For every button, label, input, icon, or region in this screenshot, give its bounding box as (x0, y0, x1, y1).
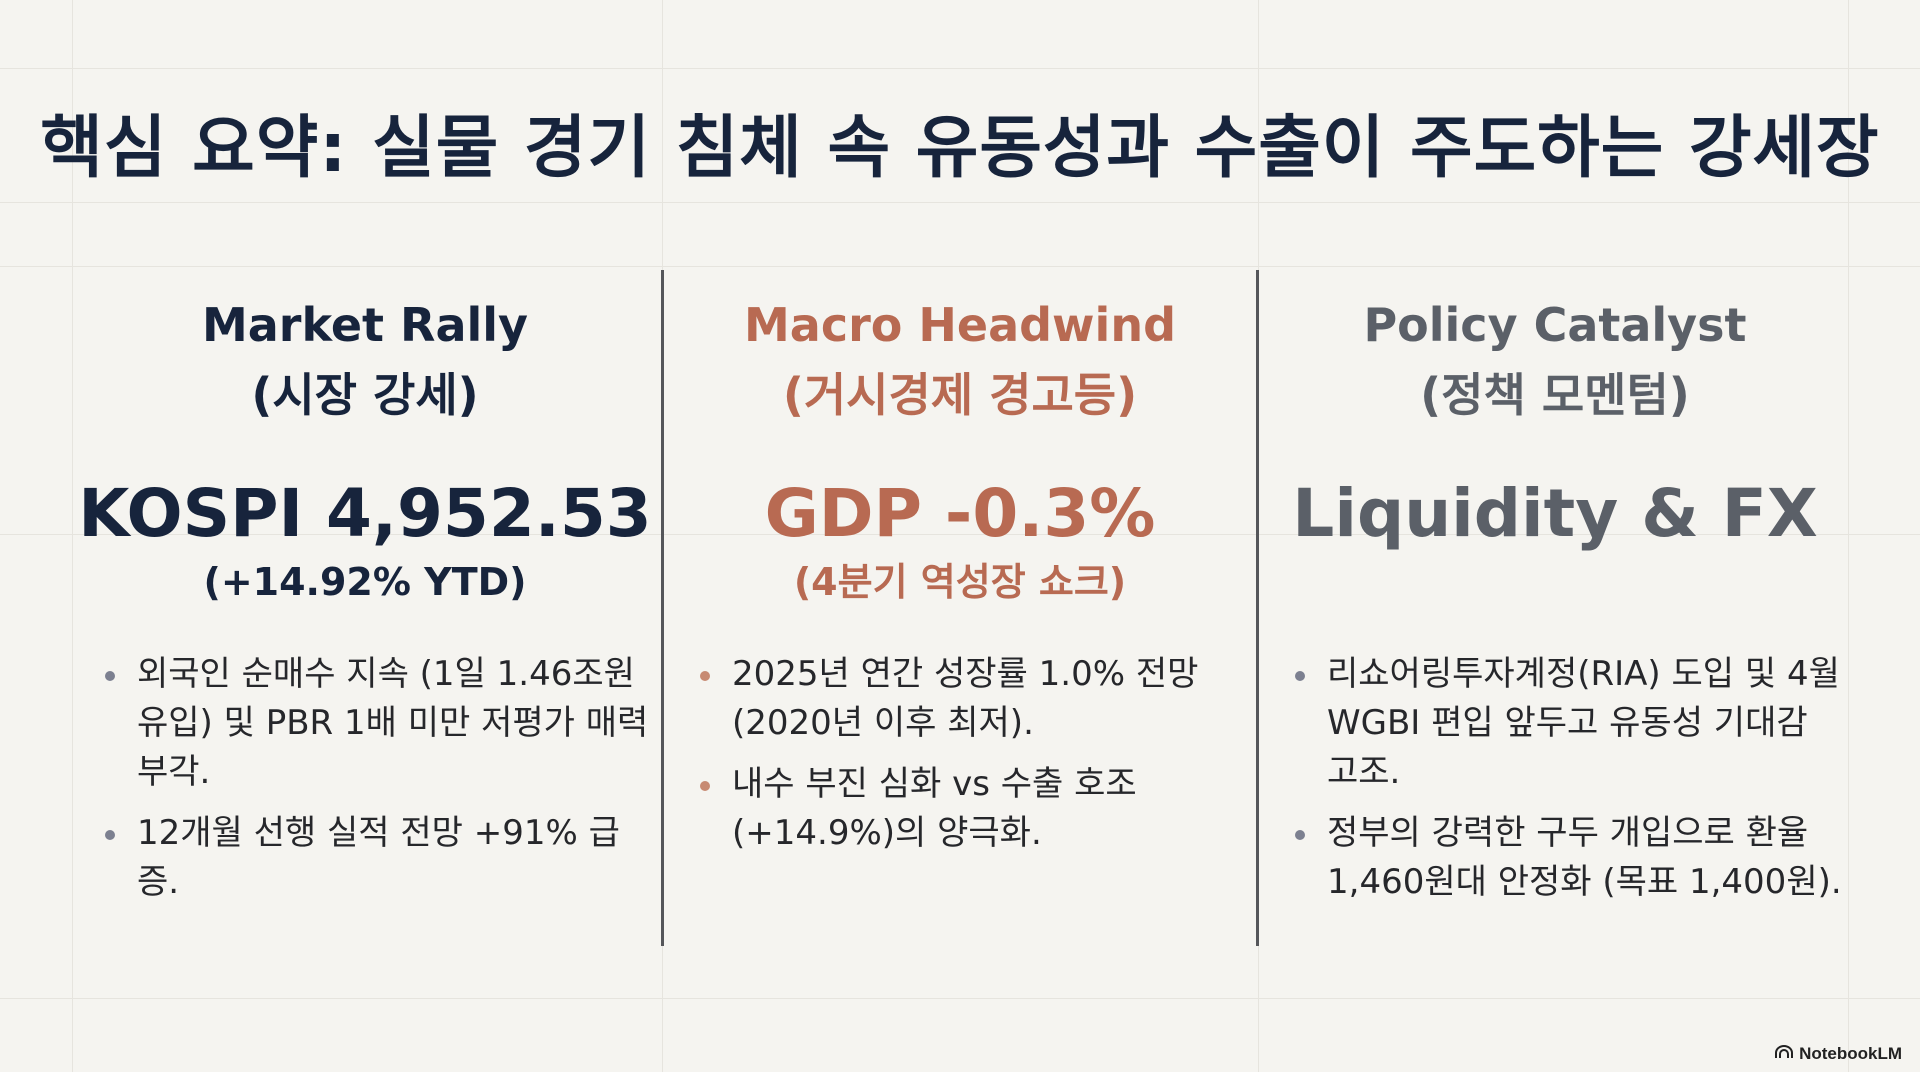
notebooklm-icon (1774, 1044, 1794, 1064)
list-item: 내수 부진 심화 vs 수출 호조 (+14.9%)의 양극화. (700, 760, 1250, 858)
notebooklm-watermark: NotebookLM (1774, 1044, 1902, 1064)
bullet-icon (700, 671, 710, 681)
column-divider (1256, 270, 1259, 946)
list-item: 리쇼어링투자계정(RIA) 도입 및 4월 WGBI 편입 앞두고 유동성 기대… (1295, 650, 1845, 797)
bullet-text: 리쇼어링투자계정(RIA) 도입 및 4월 WGBI 편입 앞두고 유동성 기대… (1327, 654, 1840, 792)
policy-catalyst-column: Policy Catalyst (정책 모멘텀) Liquidity & FX … (1265, 290, 1845, 919)
column-heading-en: Policy Catalyst (1363, 298, 1747, 352)
bullet-text: 내수 부진 심화 vs 수출 호조 (+14.9%)의 양극화. (732, 764, 1137, 853)
column-divider (661, 270, 664, 946)
column-heading: Policy Catalyst (정책 모멘텀) (1265, 290, 1845, 430)
bullet-icon (700, 781, 710, 791)
grid-line (0, 202, 1920, 203)
grid-line (1848, 0, 1849, 1072)
kospi-metric-sub: (+14.92% YTD) (203, 560, 527, 604)
grid-line (0, 998, 1920, 999)
list-item: 외국인 순매수 지속 (1일 1.46조원 유입) 및 PBR 1배 미만 저평… (105, 650, 655, 797)
list-item: 12개월 선행 실적 전망 +91% 급증. (105, 809, 655, 907)
bullet-text: 12개월 선행 실적 전망 +91% 급증. (137, 813, 620, 902)
column-heading-en: Macro Headwind (744, 298, 1176, 352)
macro-headwind-column: Macro Headwind (거시경제 경고등) GDP -0.3% (4분기… (670, 290, 1250, 870)
column-heading: Macro Headwind (거시경제 경고등) (670, 290, 1250, 430)
page-title: 핵심 요약: 실물 경기 침체 속 유동성과 수출이 주도하는 강세장 (40, 109, 1880, 188)
bullet-text: 2025년 연간 성장률 1.0% 전망 (2020년 이후 최저). (732, 654, 1199, 743)
bullet-text: 정부의 강력한 구두 개입으로 환율 1,460원대 안정화 (목표 1,400… (1327, 813, 1842, 902)
watermark-text: NotebookLM (1799, 1044, 1902, 1063)
liquidity-metric: Liquidity & FX (1292, 475, 1818, 552)
column-heading: Market Rally (시장 강세) (75, 290, 655, 430)
column-heading-ko: (정책 모멘텀) (1420, 368, 1690, 422)
grid-line (0, 68, 1920, 69)
list-item: 2025년 연간 성장률 1.0% 전망 (2020년 이후 최저). (700, 650, 1250, 748)
bullet-icon (1295, 671, 1305, 681)
column-heading-ko: (시장 강세) (251, 368, 479, 422)
liquidity-metric-sub (1265, 554, 1845, 610)
column-heading-en: Market Rally (201, 298, 529, 352)
bullet-list: 2025년 연간 성장률 1.0% 전망 (2020년 이후 최저). 내수 부… (670, 650, 1250, 858)
bullet-list: 외국인 순매수 지속 (1일 1.46조원 유입) 및 PBR 1배 미만 저평… (75, 650, 655, 907)
column-heading-ko: (거시경제 경고등) (782, 368, 1138, 422)
kospi-metric: KOSPI 4,952.53 (78, 475, 652, 552)
list-item: 정부의 강력한 구두 개입으로 환율 1,460원대 안정화 (목표 1,400… (1295, 809, 1845, 907)
grid-line (72, 0, 73, 1072)
bullet-icon (105, 671, 115, 681)
grid-line (0, 534, 1920, 535)
bullet-icon (1295, 830, 1305, 840)
bullet-icon (105, 830, 115, 840)
market-rally-column: Market Rally (시장 강세) KOSPI 4,952.53 (+14… (75, 290, 655, 919)
bullet-text: 외국인 순매수 지속 (1일 1.46조원 유입) 및 PBR 1배 미만 저평… (137, 654, 649, 792)
grid-line (0, 266, 1920, 267)
gdp-metric: GDP -0.3% (764, 475, 1156, 552)
bullet-list: 리쇼어링투자계정(RIA) 도입 및 4월 WGBI 편입 앞두고 유동성 기대… (1265, 650, 1845, 907)
gdp-metric-sub: (4분기 역성장 쇼크) (793, 560, 1127, 604)
